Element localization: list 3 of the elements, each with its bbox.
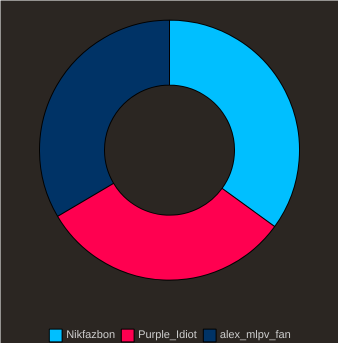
legend-label: Purple_Idiot xyxy=(138,329,197,341)
legend-label: alex_mlpv_fan xyxy=(220,329,291,341)
legend-label: Nikfazbon xyxy=(66,329,116,341)
